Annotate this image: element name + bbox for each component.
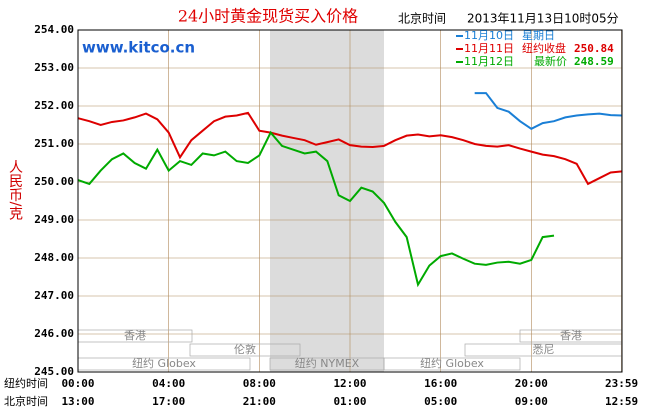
x2-tick-label: 13:00: [61, 395, 94, 408]
y-tick-label: 247.00: [34, 289, 74, 302]
market-box: [189, 343, 301, 357]
series-line: [474, 92, 623, 130]
x-row-label: 纽约时间: [4, 376, 48, 390]
market-label: 纽约 Globex: [132, 356, 196, 370]
x2-tick-label: 01:00: [333, 395, 366, 408]
session-shade: [270, 30, 384, 372]
market-label: 香港: [560, 329, 582, 342]
market-label: 纽约 NYMEX: [295, 356, 360, 370]
timestamp: 2013年11月13日10时05分: [467, 12, 619, 26]
market-label: 伦敦: [234, 342, 256, 356]
watermark: www.kitco.cn: [82, 39, 195, 57]
x-tick-label: 04:00: [152, 377, 185, 390]
x-tick-label: 16:00: [424, 377, 457, 390]
y-tick-label: 249.00: [34, 213, 74, 226]
y-tick-label: 248.00: [34, 251, 74, 264]
x2-tick-label: 21:00: [243, 395, 276, 408]
market-label: 悉尼: [533, 343, 555, 356]
x2-row-label: 北京时间: [4, 394, 48, 408]
x2-tick-label: 09:00: [515, 395, 548, 408]
legend-note: 星期日: [522, 29, 555, 42]
legend-label: 11月12日: [464, 55, 514, 68]
series-line: [77, 130, 555, 288]
y-axis-label: 人民币/克: [7, 160, 23, 222]
legend-value: 250.84: [574, 42, 614, 55]
series-line: [77, 111, 623, 186]
market-label: 纽约 Globex: [420, 356, 484, 370]
legend-value: 248.59: [574, 55, 614, 68]
y-tick-label: 251.00: [34, 137, 74, 150]
x2-tick-label: 12:59: [605, 395, 638, 408]
y-tick-label: 250.00: [34, 175, 74, 188]
x-tick-label: 20:00: [515, 377, 548, 390]
y-tick-label: 253.00: [34, 61, 74, 74]
legend-label: 11月11日: [464, 42, 514, 55]
x2-tick-label: 05:00: [424, 395, 457, 408]
x2-tick-label: 17:00: [152, 395, 185, 408]
y-tick-label: 252.00: [34, 99, 74, 112]
chart-title: 24小时黄金现货买入价格: [178, 7, 358, 26]
y-tick-label: 254.00: [34, 23, 74, 36]
market-box: [383, 357, 521, 371]
y-tick-label: 245.00: [34, 365, 74, 378]
time-zone: 北京时间: [398, 12, 446, 26]
legend-note: 最新价: [534, 54, 567, 68]
market-label: 香港: [124, 329, 146, 342]
legend-label: 11月10日: [464, 29, 514, 42]
x-tick-label: 08:00: [243, 377, 276, 390]
x-tick-label: 23:59: [605, 377, 638, 390]
x-tick-label: 00:00: [61, 377, 94, 390]
x-tick-label: 12:00: [333, 377, 366, 390]
legend-note: 纽约收盘: [522, 41, 566, 55]
y-tick-label: 246.00: [34, 327, 74, 340]
plot-border: [77, 29, 623, 373]
